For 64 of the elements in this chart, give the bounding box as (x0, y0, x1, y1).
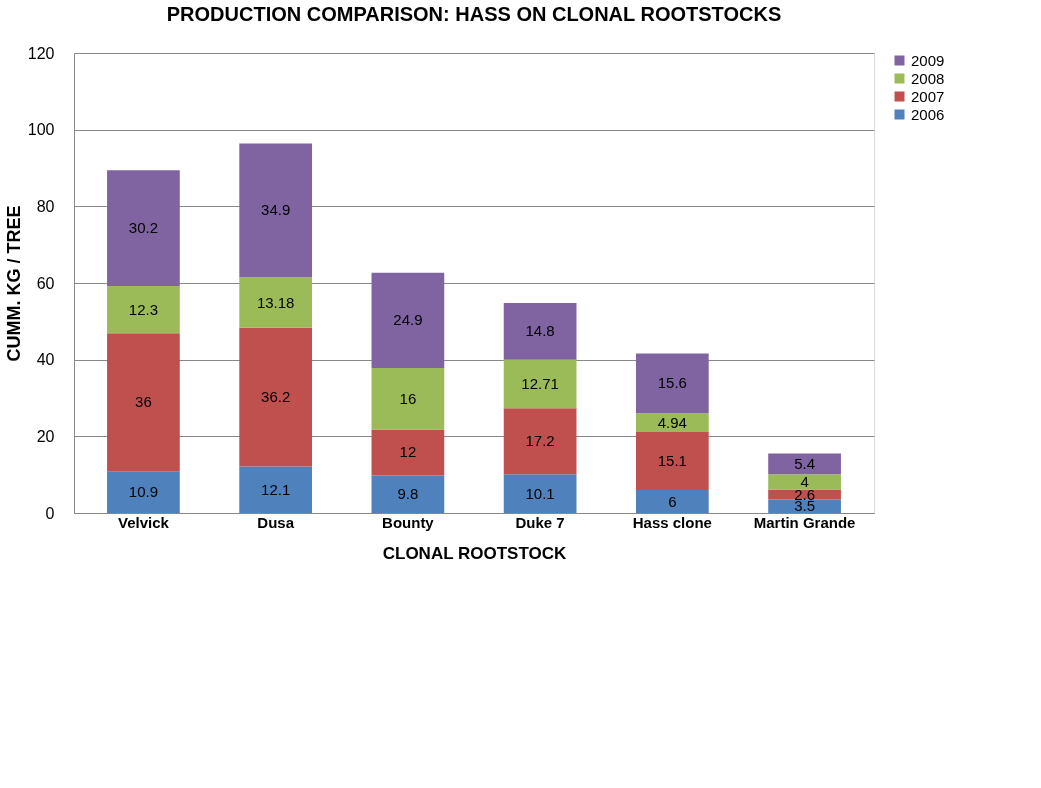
x-tick-label: Duke 7 (515, 513, 565, 531)
data-label: 30.2 (128, 219, 159, 237)
data-label: 36.2 (261, 388, 291, 406)
data-label: 14.8 (525, 322, 555, 340)
data-label: 17.2 (525, 432, 555, 450)
y-tick-label: 0 (45, 504, 55, 522)
data-label: 16 (399, 389, 417, 407)
y-tick-label: 60 (36, 274, 55, 292)
data-label: 15.6 (657, 374, 687, 392)
bar (239, 143, 313, 278)
chart-title: PRODUCTION COMPARISON: HASS ON CLONAL ROOTSTOCKS (166, 3, 782, 25)
data-label: 13.18 (256, 293, 295, 311)
bar (503, 408, 577, 475)
y-tick-label: 40 (36, 351, 55, 369)
data-label: 10.1 (525, 484, 555, 502)
bar (239, 327, 313, 467)
data-label: 9.8 (397, 485, 419, 503)
bar (239, 466, 313, 513)
data-label: 12.1 (261, 480, 291, 498)
bar (107, 333, 180, 472)
x-axis-title: CLONAL ROOTSTOCK (382, 543, 567, 563)
x-tick-label: Martin Grande (753, 513, 856, 531)
data-label: 12 (399, 443, 417, 461)
x-tick-label: Velvick (117, 513, 170, 531)
y-tick-label: 80 (36, 197, 55, 215)
y-tick-label: 20 (36, 427, 55, 445)
y-axis-title: CUMM. KG / TREE (3, 205, 24, 362)
bar (107, 286, 180, 334)
bar (635, 432, 709, 490)
data-label: 36 (135, 393, 152, 411)
bar (107, 471, 180, 513)
data-label: 10.9 (128, 483, 159, 501)
bar (635, 353, 709, 414)
data-label: 12.71 (521, 374, 559, 392)
bar (503, 302, 577, 360)
x-tick-label: Hass clone (632, 513, 712, 531)
data-label: 4.94 (657, 413, 687, 431)
legend-label: 2009 (911, 51, 945, 69)
y-tick-label: 100 (27, 121, 55, 139)
legend-label: 2007 (911, 87, 945, 105)
x-tick-label: Bounty (382, 513, 435, 531)
legend-label: 2008 (911, 69, 945, 87)
data-label: 6 (668, 492, 677, 510)
bar (371, 272, 445, 369)
data-label: 12.3 (128, 300, 159, 318)
x-tick-label: Dusa (257, 513, 295, 531)
y-tick-label: 120 (27, 44, 55, 62)
bar (107, 170, 180, 287)
bar (371, 368, 445, 430)
bar (503, 359, 577, 409)
bar (239, 277, 313, 328)
data-label: 15.1 (657, 452, 687, 470)
data-label: 24.9 (393, 311, 423, 329)
legend-label: 2006 (911, 105, 945, 123)
bar (635, 490, 709, 513)
data-label: 34.9 (261, 201, 291, 219)
bar (503, 474, 577, 513)
bar (768, 474, 841, 490)
bar (768, 453, 841, 475)
bar (371, 429, 445, 476)
data-label: 4 (800, 472, 809, 490)
data-label: 5.4 (794, 454, 816, 472)
bar (635, 413, 709, 433)
bar (371, 475, 445, 513)
